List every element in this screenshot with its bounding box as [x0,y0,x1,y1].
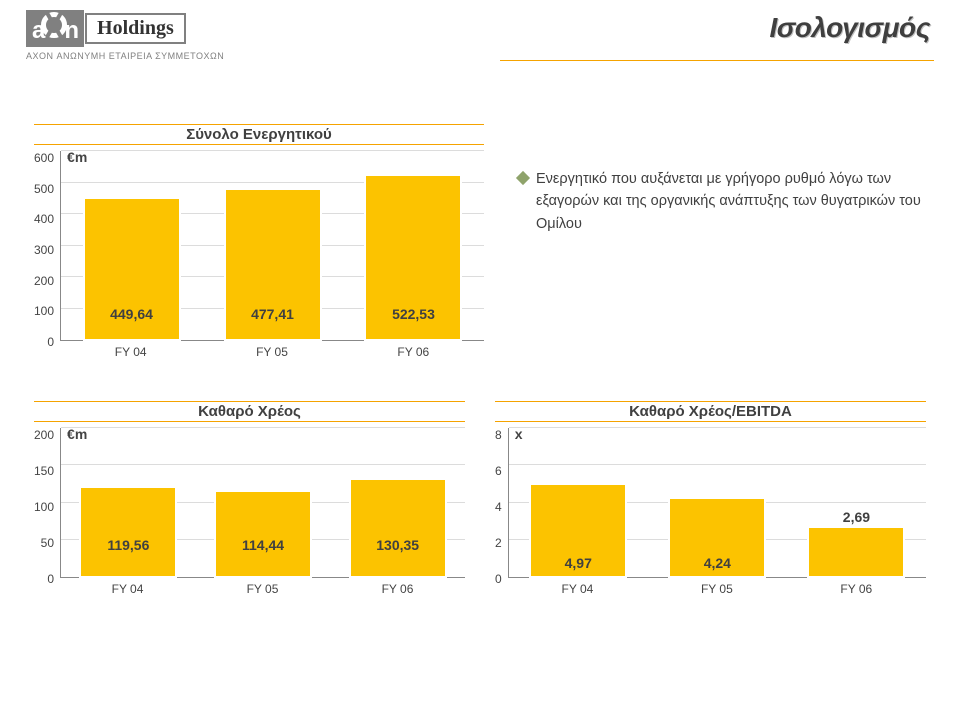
header: a n Holdings AXON ΑΝΩΝΥΜΗ ΕΤΑΙΡΕΙΑ ΣΥΜΜΕ… [0,0,960,90]
x-tick: FY 04 [115,345,147,359]
title-rule [500,60,934,61]
x-axis: FY 04 FY 05 FY 06 [508,582,926,596]
x-tick: FY 06 [382,582,414,596]
y-tick: 100 [34,500,54,514]
x-tick: FY 05 [701,582,733,596]
bar-value-label: 477,41 [225,306,321,322]
x-axis: FY 04 FY 05 FY 06 [60,582,465,596]
chart-total-assets: Σύνολο Ενεργητικού 6005004003002001000€m… [34,124,484,359]
bar-value-label: 119,56 [80,537,176,553]
notes: Ενεργητικό που αυξάνεται με γρήγορο ρυθμ… [514,124,926,359]
chart-net-debt-ebitda: Καθαρό Χρέος/EBITDA 86420x4,974,242,69FY… [495,401,926,596]
x-tick: FY 04 [562,582,594,596]
page-title: Ισολογισμός [769,12,930,44]
bar: 4,97 [530,484,626,577]
bar: 119,56 [80,487,176,577]
y-tick: 150 [34,464,54,478]
y-tick: 200 [34,274,54,288]
bar: 4,24 [669,498,765,578]
chart-wrap: 6005004003002001000€m449,64477,41522,53F… [34,151,484,359]
bar-value-label: 4,24 [669,555,765,571]
x-tick: FY 06 [840,582,872,596]
logo-axon-box: a n [26,10,84,47]
y-tick: 600 [34,151,54,165]
plot-area: €m119,56114,44130,35 [60,428,465,578]
bar-value-label: 130,35 [350,537,446,553]
bar-rect [808,527,904,577]
y-axis: 600 500 400 300 200 100 0 [34,151,60,349]
bar: 2,69 [808,527,904,577]
bar-rect [350,479,446,577]
chart-wrap: 86420x4,974,242,69FY 04FY 05FY 06 [495,428,926,596]
rule [34,421,465,422]
bar-value-label: 114,44 [215,537,311,553]
chart-title: Σύνολο Ενεργητικού [34,124,484,145]
x-tick: FY 05 [256,345,288,359]
y-tick: 2 [495,536,502,550]
chart-title: Καθαρό Χρέος/EBITDA [495,401,926,422]
x-tick: FY 05 [247,582,279,596]
y-tick: 0 [47,572,54,586]
rule [34,124,484,125]
y-tick: 50 [41,536,54,550]
y-tick: 200 [34,428,54,442]
y-tick: 6 [495,464,502,478]
chart-title: Καθαρό Χρέος [34,401,465,422]
y-tick: 8 [495,428,502,442]
bar-value-label: 522,53 [365,306,461,322]
bar-value-label: 2,69 [808,509,904,525]
bars: 119,56 114,44 130,35 [61,428,465,577]
bar: 449,64 [84,198,180,340]
y-tick: 4 [495,500,502,514]
bars: 4,97 4,24 2,69 [509,428,926,577]
bullet-text: Ενεργητικό που αυξάνεται με γρήγορο ρυθμ… [536,168,926,235]
logo-holdings: Holdings [85,13,186,44]
rule [495,421,926,422]
bar: 130,35 [350,479,446,577]
chart-title-text: Καθαρό Χρέος/EBITDA [629,403,792,420]
bullet-item: Ενεργητικό που αυξάνεται με γρήγορο ρυθμ… [518,168,926,235]
bar: 477,41 [225,189,321,340]
y-tick: 0 [495,572,502,586]
y-tick: 0 [47,335,54,349]
rule [34,144,484,145]
rule [495,401,926,402]
x-axis: FY 04 FY 05 FY 06 [60,345,484,359]
y-tick: 500 [34,182,54,196]
y-tick: 400 [34,212,54,226]
bars: 449,64 477,41 522,53 [61,151,484,340]
y-tick: 100 [34,304,54,318]
x-tick: FY 06 [397,345,429,359]
bar-rect [215,491,311,577]
plot-area: €m449,64477,41522,53 [60,151,484,341]
plot-area: x4,974,242,69 [508,428,926,578]
y-axis: 200 150 100 50 0 [34,428,60,586]
rule [34,401,465,402]
bar-value-label: 449,64 [84,306,180,322]
bar: 114,44 [215,491,311,577]
diamond-icon [516,171,530,185]
chart-title-text: Καθαρό Χρέος [198,403,301,420]
bar-rect [80,487,176,577]
chart-title-text: Σύνολο Ενεργητικού [186,126,332,143]
y-axis: 8 6 4 2 0 [495,428,508,586]
y-tick: 300 [34,243,54,257]
logo-glyph-icon [41,12,67,38]
bar: 522,53 [365,175,461,340]
chart-net-debt: Καθαρό Χρέος 200150100500€m119,56114,441… [34,401,465,596]
x-tick: FY 04 [112,582,144,596]
content: Σύνολο Ενεργητικού 6005004003002001000€m… [0,90,960,596]
bar-value-label: 4,97 [530,555,626,571]
chart-wrap: 200150100500€m119,56114,44130,35FY 04FY … [34,428,465,596]
